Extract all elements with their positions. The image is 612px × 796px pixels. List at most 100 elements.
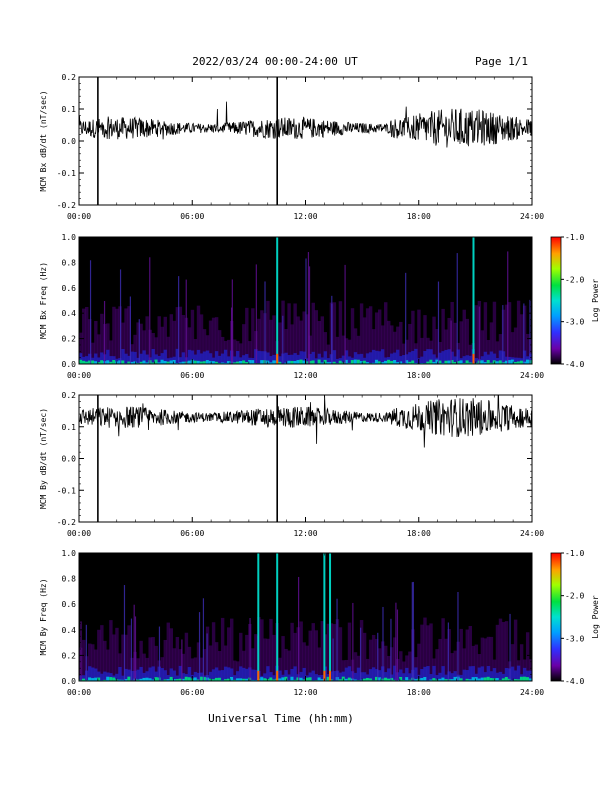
heatmap-cell [175, 636, 180, 681]
heatmap-cell [368, 639, 373, 681]
heatmap-cell [190, 309, 195, 364]
heatmap-cell [501, 309, 506, 364]
heatmap-cell [480, 666, 485, 681]
heatmap-cell [163, 349, 167, 364]
heatmap-cell [429, 623, 433, 681]
heatmap-cell [510, 359, 515, 364]
heatmap-cell [323, 351, 328, 364]
heatmap-cell [368, 678, 373, 681]
y-tick-label: 0.2 [62, 391, 77, 400]
heatmap-cell [121, 322, 125, 364]
heatmap-cell [181, 678, 186, 681]
heatmap-cell [148, 667, 152, 681]
heatmap-cell [121, 679, 125, 681]
heatmap-cell [359, 353, 364, 364]
heatmap-cell [202, 329, 207, 364]
heatmap-cell [163, 316, 167, 364]
heatmap-cell [242, 678, 246, 681]
heatmap-cell [525, 677, 530, 681]
heatmap-cell [178, 678, 183, 681]
heatmap-cell [208, 353, 213, 364]
heatmap-cell [103, 679, 107, 681]
heatmap-cell [263, 673, 267, 681]
heatmap-cell [202, 361, 207, 364]
heatmap-cell [377, 309, 382, 364]
heatmap-cell [501, 678, 506, 681]
heatmap-cell [438, 672, 442, 681]
heatmap-cell [139, 666, 143, 681]
heatmap-cell [187, 360, 192, 364]
heatmap-cell [160, 353, 164, 364]
heatmap-cell [447, 349, 451, 364]
heatmap-cell [217, 651, 222, 681]
heatmap-cell [181, 352, 186, 364]
heatmap-cell [390, 353, 394, 364]
heatmap-cell [474, 358, 479, 364]
heatmap-cell [435, 679, 439, 681]
heatmap-cell [365, 677, 370, 681]
heatmap-cell [450, 360, 454, 364]
heatmap-cell [368, 352, 373, 364]
heatmap-cell [519, 314, 524, 364]
heatmap-cell [441, 677, 445, 681]
heatmap-cell [160, 359, 164, 364]
heatmap-cell [299, 320, 303, 364]
x-tick-label: 24:00 [520, 212, 544, 221]
y-tick-label: -0.1 [57, 169, 76, 178]
heatmap-cell [438, 352, 442, 364]
heatmap-cell [136, 322, 140, 364]
heatmap-cell [196, 642, 201, 681]
heatmap-cell [169, 676, 174, 681]
heatmap-cell [296, 316, 300, 364]
heatmap-cell [211, 679, 216, 681]
heatmap-cell [311, 623, 315, 681]
heatmap-cell [495, 358, 500, 364]
heatmap-cell [109, 361, 113, 364]
heatmap-cell [169, 314, 174, 364]
heatmap-cell [226, 627, 231, 681]
heatmap-cell [447, 629, 451, 681]
heatmap-cell [245, 668, 249, 681]
heatmap-cell [187, 667, 192, 681]
heatmap-cell [347, 339, 352, 364]
heatmap-cell [211, 361, 216, 364]
heatmap-cell [175, 348, 180, 364]
heatmap-cell [254, 669, 258, 681]
heatmap-cell [112, 677, 116, 681]
heatmap-cell [326, 362, 331, 364]
heatmap-cell [127, 625, 131, 681]
heatmap-cell [498, 671, 503, 681]
heatmap-cell [257, 318, 261, 364]
heatmap-cell [284, 676, 288, 681]
heatmap-cell [251, 679, 255, 681]
heatmap-cell [393, 352, 397, 364]
heatmap-cell [245, 307, 249, 364]
heatmap-cell [381, 325, 385, 364]
heatmap-cell [124, 679, 128, 681]
heatmap-cell [390, 674, 394, 681]
heatmap-cell [420, 337, 424, 364]
heatmap-cell [459, 321, 463, 364]
heatmap-cell [290, 622, 294, 681]
heatmap-cell [390, 360, 394, 364]
heatmap-cell [429, 359, 433, 364]
heatmap-cell [365, 674, 370, 681]
heatmap-cell [362, 360, 367, 364]
heatmap-cell [142, 330, 146, 364]
heatmap-cell [365, 308, 370, 364]
x-tick-label: 18:00 [407, 212, 431, 221]
heatmap-cell [435, 675, 439, 681]
heatmap-cell [290, 354, 294, 364]
heatmap-cell [314, 310, 318, 364]
heatmap-cell [353, 672, 358, 681]
heatmap-cell [233, 675, 237, 681]
heatmap-cell [223, 666, 228, 681]
heatmap-cell [423, 350, 427, 364]
heatmap-cell [477, 654, 482, 681]
heatmap-cell [462, 362, 466, 364]
heatmap-cell [393, 665, 397, 681]
heatmap-cell [187, 677, 192, 681]
heatmap-cell [284, 648, 288, 681]
heatmap-cell [399, 361, 403, 364]
heatmap-cell [402, 355, 406, 364]
